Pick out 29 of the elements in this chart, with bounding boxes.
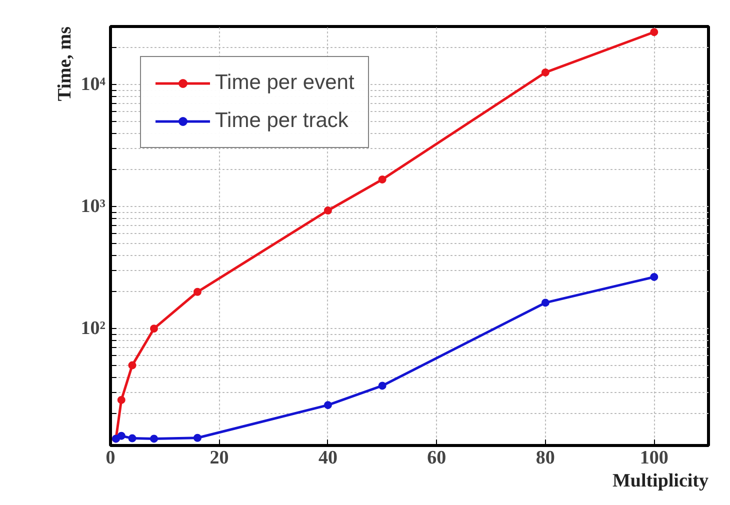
point: [650, 272, 658, 281]
point: [324, 401, 332, 410]
point: [541, 298, 550, 307]
point: [128, 434, 136, 442]
point: [193, 288, 202, 296]
legend-label: Time per event: [215, 71, 354, 95]
y-tick-label: 10⁴: [80, 74, 106, 96]
x-tick-label: 0: [106, 448, 116, 468]
x-tick-label: 100: [640, 448, 668, 468]
y-tick-label: 10²: [80, 318, 106, 340]
point: [324, 206, 332, 214]
y-axis-title: Time, ms: [54, 26, 76, 102]
point: [650, 28, 658, 36]
x-axis-title: Multiplicity: [612, 470, 709, 492]
point: [128, 361, 136, 370]
x-tick-label: 20: [210, 448, 229, 468]
x-tick-label: 60: [427, 448, 446, 468]
point: [150, 324, 158, 333]
y-tick-label: 10³: [80, 196, 106, 218]
point: [150, 434, 158, 443]
point: [378, 382, 386, 390]
point: [378, 175, 386, 184]
point: [541, 68, 550, 76]
point: [117, 396, 126, 404]
x-tick-label: 40: [318, 448, 338, 468]
point: [117, 432, 126, 440]
x-tick-label: 80: [536, 448, 555, 468]
point: [193, 434, 202, 442]
legend-label: Time per track: [215, 109, 348, 133]
